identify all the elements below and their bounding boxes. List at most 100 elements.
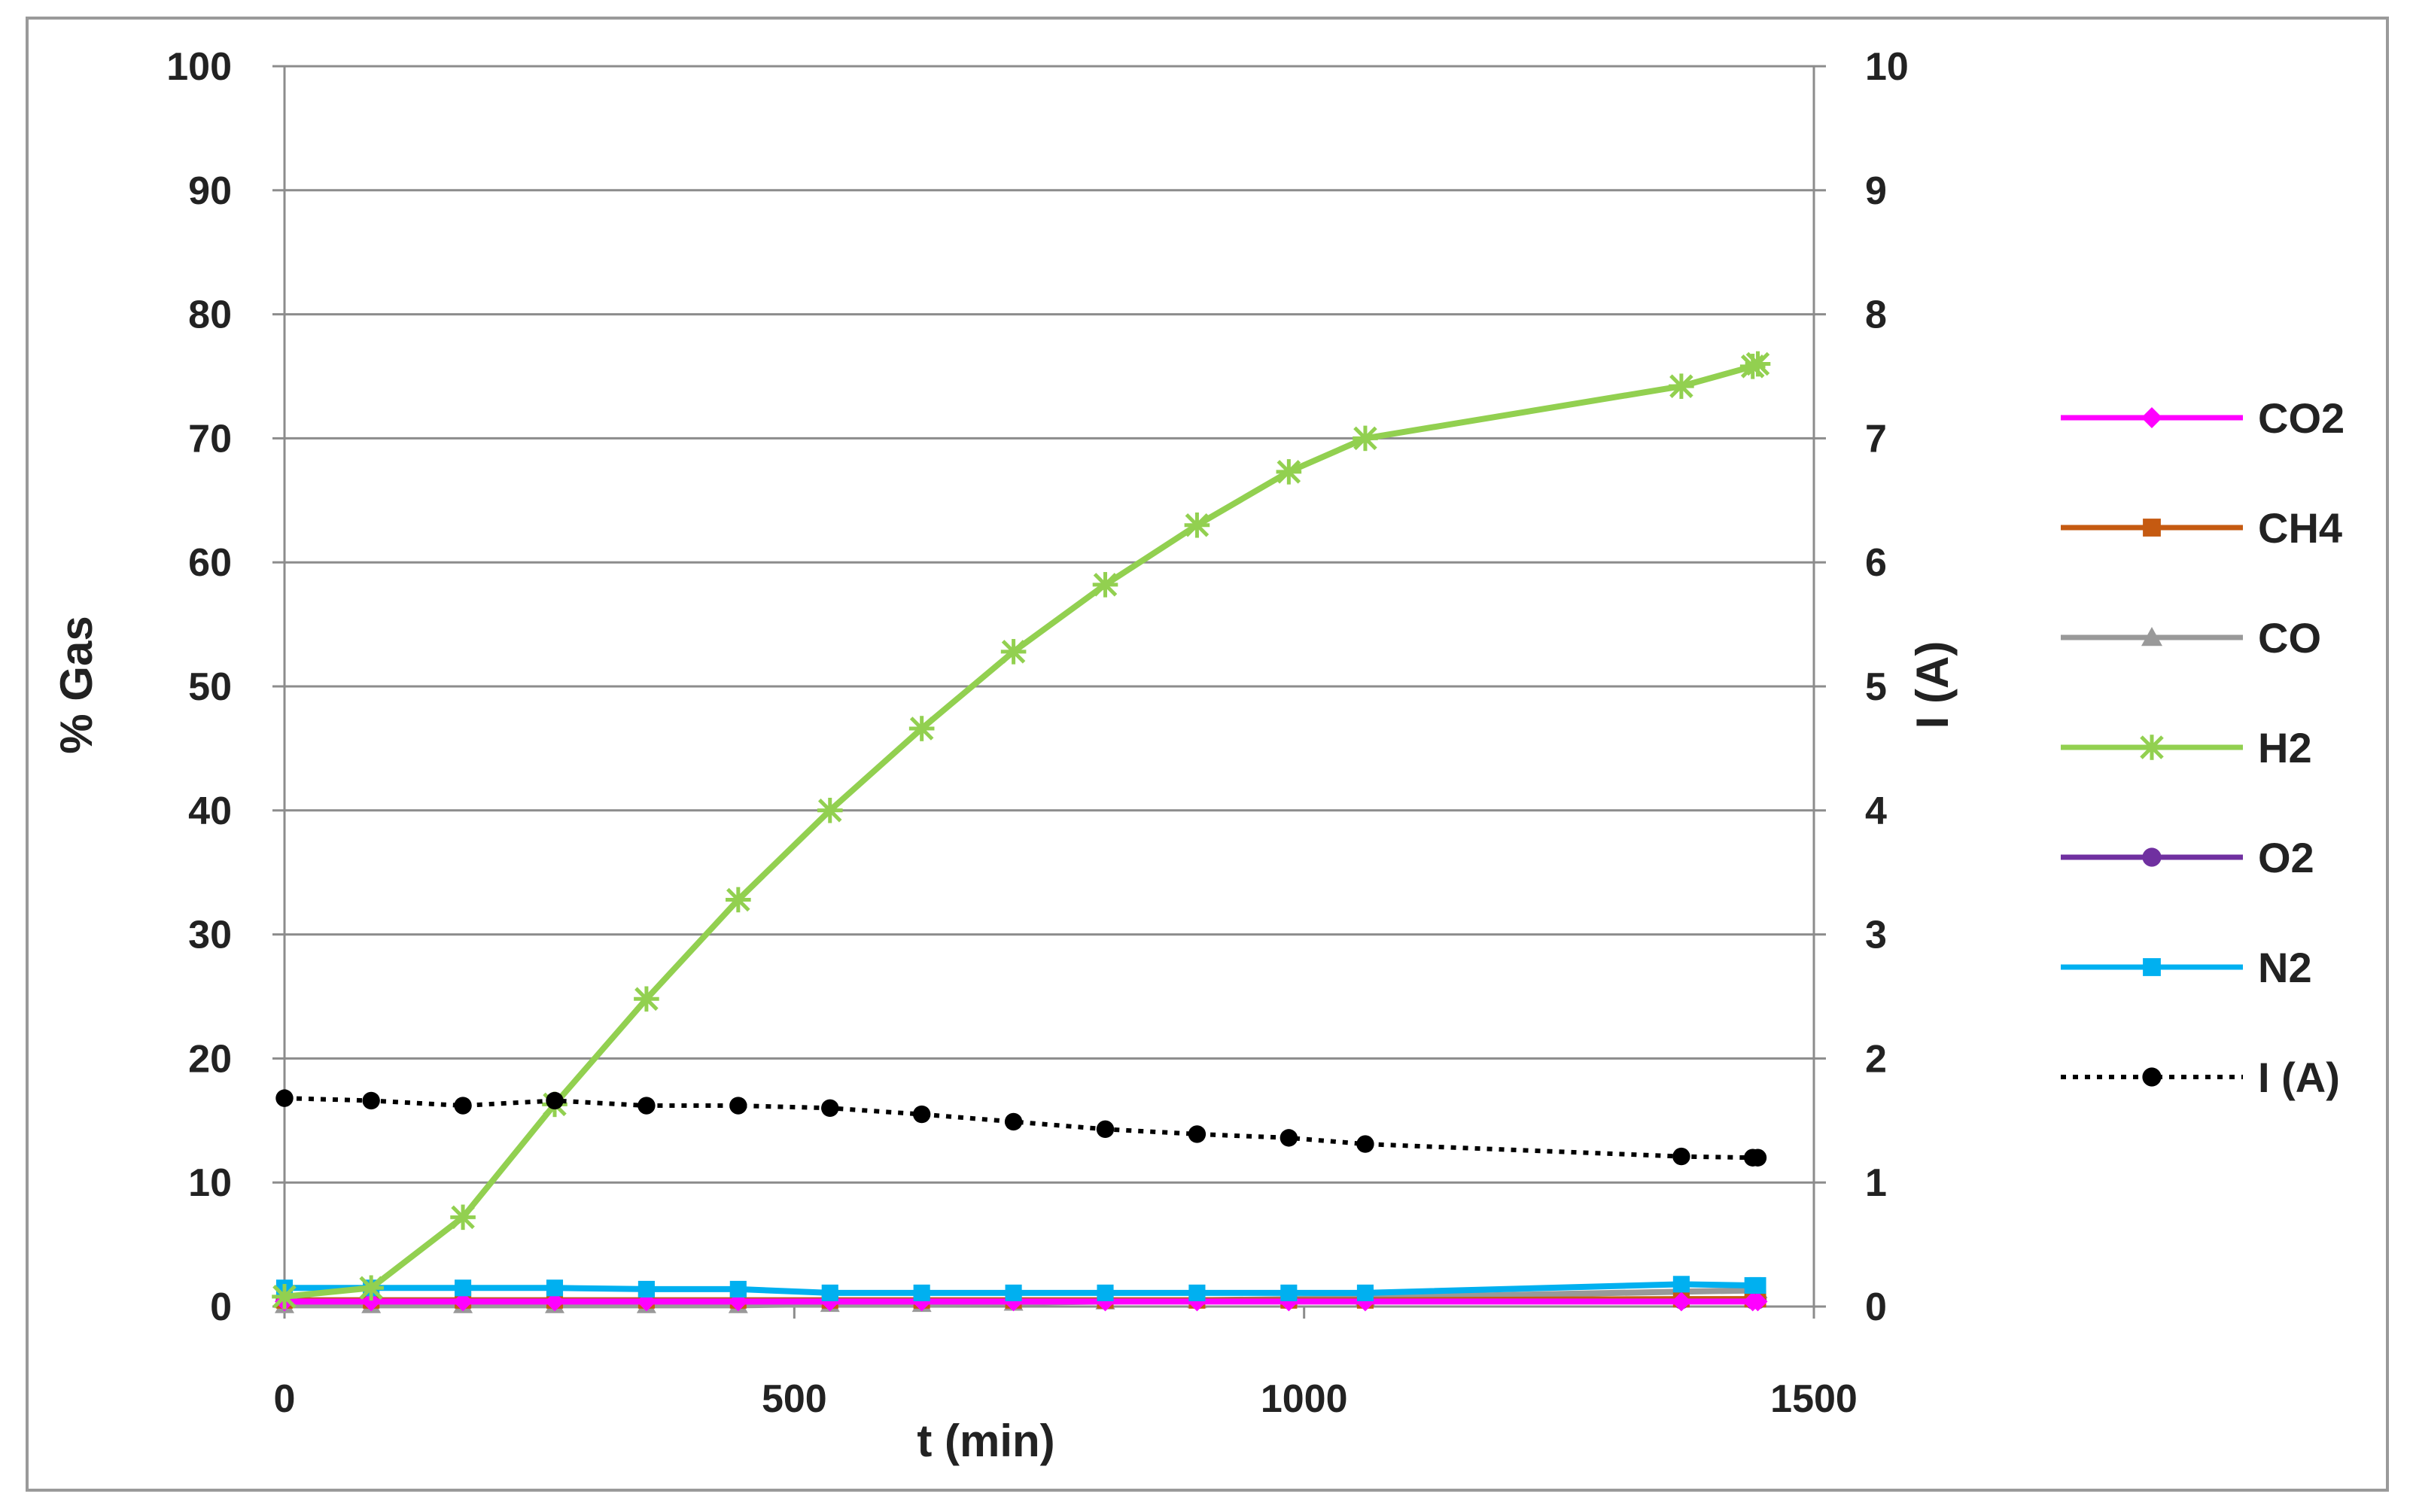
legend-label: N2: [2258, 944, 2312, 991]
legend-item-n2: N2: [2061, 944, 2312, 991]
data-point-i-a: [821, 1099, 839, 1118]
y-tick-label: 0: [210, 1285, 232, 1329]
y2-tick-label: 1: [1865, 1161, 1887, 1205]
legend-marker: [2143, 958, 2161, 976]
data-point-n2: [455, 1279, 472, 1297]
legend-item-ch4: CH4: [2061, 504, 2342, 552]
y-tick-label: 10: [188, 1161, 232, 1205]
legend-label: H2: [2258, 724, 2312, 771]
legend-label: O2: [2258, 834, 2314, 881]
data-point-co2: [1671, 1291, 1691, 1312]
series-line-n2: [285, 1281, 1758, 1296]
data-point-h2: [358, 1275, 384, 1301]
data-point-i-a: [637, 1097, 656, 1115]
data-point-n2: [821, 1284, 838, 1301]
legend-marker: [2141, 407, 2162, 428]
y-tick-label: 90: [188, 169, 232, 213]
data-point-i-a: [729, 1097, 747, 1115]
y-tick-label: 50: [188, 665, 232, 709]
legend-item-i-a: I (A): [2061, 1054, 2340, 1101]
legend-label: CO2: [2258, 394, 2345, 442]
y2-tick-label: 0: [1865, 1285, 1887, 1329]
data-point-h2: [1353, 425, 1378, 452]
y2-tick-label: 3: [1865, 914, 1887, 957]
data-point-h2: [817, 798, 843, 823]
y2-axis-title: I (A): [1907, 641, 1958, 729]
x-axis-title: t (min): [917, 1416, 1054, 1466]
y-axis-title: % Gas: [51, 616, 102, 753]
legend-label: CH4: [2258, 504, 2342, 552]
data-point-n2: [1672, 1276, 1690, 1293]
data-point-i-a: [1672, 1147, 1690, 1166]
data-point-i-a: [362, 1091, 380, 1110]
legend-label: CO: [2258, 614, 2321, 662]
y-tick-label: 100: [166, 45, 232, 89]
data-point-i-a: [912, 1105, 931, 1124]
plot-series: [272, 351, 1771, 1313]
data-point-h2: [1669, 373, 1694, 399]
y2-tick-label: 5: [1865, 665, 1887, 709]
data-point-n2: [913, 1284, 930, 1301]
data-point-h2: [634, 986, 659, 1012]
data-point-h2: [908, 716, 935, 741]
data-point-i-a: [1748, 1148, 1767, 1167]
data-point-n2: [1356, 1284, 1374, 1301]
x-tick-label: 0: [274, 1377, 296, 1421]
series-i-a: [275, 1089, 1767, 1167]
y-tick-label: 20: [188, 1037, 232, 1081]
x-tick-label: 1000: [1261, 1377, 1348, 1421]
y-tick-label: 30: [188, 914, 232, 957]
data-point-n2: [1280, 1284, 1298, 1301]
data-point-i-a: [1096, 1120, 1115, 1139]
data-point-h2: [272, 1284, 297, 1310]
y-tick-label: 40: [188, 789, 232, 833]
y-tick-label: 60: [188, 541, 232, 585]
legend-item-co2: CO2: [2061, 394, 2345, 442]
y2-tick-label: 2: [1865, 1037, 1887, 1081]
gridlines: [285, 65, 1814, 1184]
data-point-i-a: [1188, 1125, 1206, 1143]
data-point-h2: [450, 1204, 476, 1231]
data-point-n2: [637, 1280, 655, 1298]
y-tick-label: 80: [188, 294, 232, 337]
data-point-i-a: [1004, 1112, 1023, 1131]
data-point-n2: [1188, 1284, 1206, 1301]
chart-frame: [26, 17, 2389, 1492]
data-point-i-a: [454, 1097, 472, 1115]
legend-label: I (A): [2258, 1054, 2340, 1101]
series-line-i-a: [284, 1096, 1758, 1161]
y2-tick-label: 4: [1865, 789, 1887, 833]
data-point-i-a: [1356, 1135, 1374, 1153]
data-point-n2: [1097, 1284, 1114, 1301]
x-tick-label: 500: [762, 1377, 827, 1421]
data-point-h2: [1184, 512, 1210, 538]
legend: CO2 CH4 CO H2 O2 N2 I (A): [2061, 394, 2345, 1101]
data-point-h2: [1276, 459, 1302, 485]
data-point-n2: [1749, 1276, 1766, 1294]
legend-item-co: CO: [2061, 614, 2321, 662]
data-point-i-a: [275, 1089, 294, 1107]
y-tick-label: 70: [188, 417, 232, 461]
data-point-n2: [729, 1280, 747, 1298]
data-point-n2: [546, 1279, 564, 1297]
y2-tick-label: 8: [1865, 294, 1887, 337]
data-point-i-a: [546, 1091, 564, 1110]
legend-marker: [2141, 627, 2162, 646]
legend-marker: [2143, 519, 2161, 537]
legend-marker: [2139, 735, 2165, 760]
data-point-n2: [1005, 1284, 1022, 1301]
data-point-i-a: [1280, 1129, 1298, 1147]
y2-tick-label: 9: [1865, 169, 1887, 213]
legend-marker: [2142, 847, 2162, 867]
legend-item-h2: H2: [2061, 724, 2312, 771]
series-h2: [272, 351, 1771, 1310]
data-point-h2: [1745, 351, 1771, 377]
y2-tick-label: 6: [1865, 541, 1887, 585]
data-point-h2: [1000, 639, 1027, 665]
data-point-co2: [361, 1291, 382, 1312]
data-point-co2: [1748, 1291, 1768, 1312]
data-point-co2: [544, 1291, 564, 1312]
y2-tick-label: 7: [1865, 417, 1887, 461]
